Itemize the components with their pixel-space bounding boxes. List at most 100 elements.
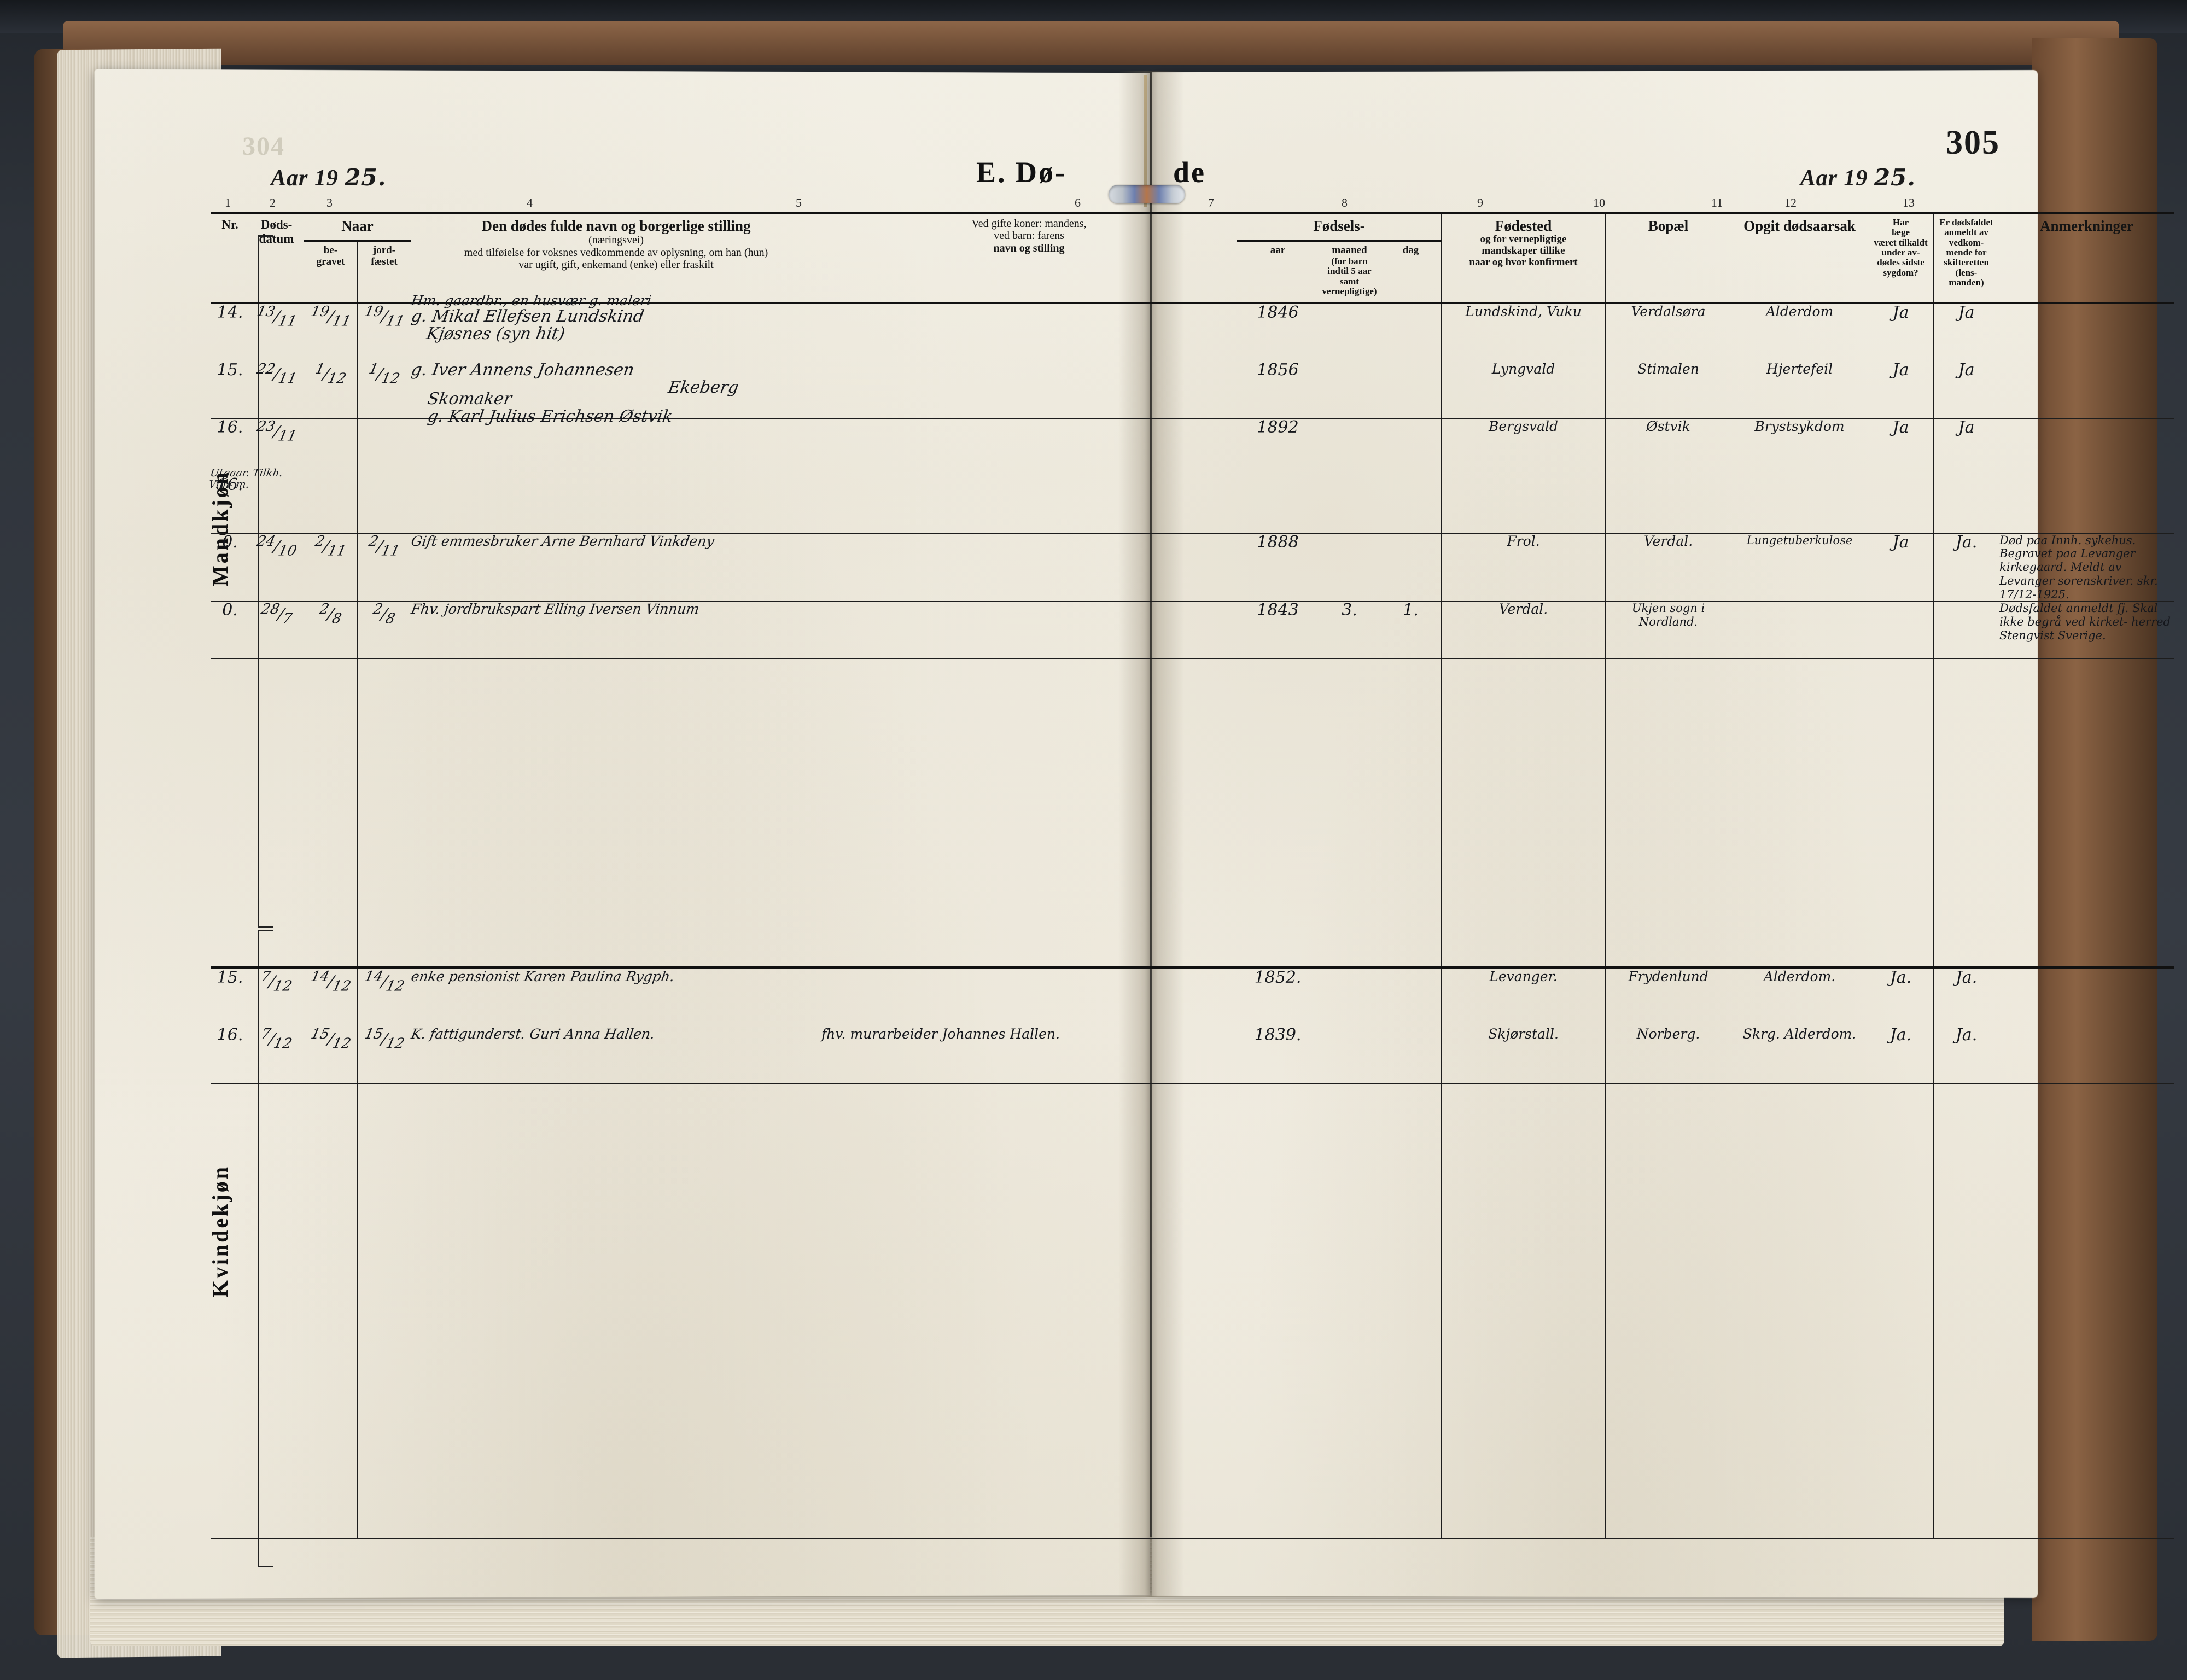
cell-skifteretten[interactable]: Ja. [1933, 533, 2000, 602]
cell-fodt-maaned[interactable] [1319, 1303, 1381, 1539]
cell-begravet[interactable] [304, 658, 358, 786]
cell-fodt-maaned[interactable] [1319, 475, 1381, 534]
cell-fodt-maaned[interactable] [1319, 658, 1381, 786]
cell-fodt-maaned[interactable] [1319, 785, 1381, 968]
cell-jordfaestet[interactable] [357, 785, 412, 968]
cell-anmerkninger[interactable] [1999, 360, 2175, 419]
cell-nr[interactable]: 15. [211, 966, 249, 1027]
cell-skifteretten[interactable] [1933, 601, 2000, 660]
cell-skifteretten[interactable]: Ja [1933, 418, 2000, 476]
cell-navn[interactable] [411, 475, 822, 534]
cell-fodt-maaned[interactable] [1319, 533, 1381, 602]
cell-begravet[interactable] [304, 418, 358, 476]
cell-anmerkninger[interactable]: Død paa Innh. sykehus. Begravet paa Leva… [1999, 533, 2175, 602]
cell-fodt-aar[interactable]: 1892 [1237, 418, 1320, 476]
cell-skifteretten[interactable]: Ja [1933, 360, 2000, 419]
cell-fodt-dag[interactable] [1380, 533, 1442, 602]
cell-nr[interactable] [211, 658, 249, 786]
cell-farens-navn[interactable] [821, 475, 1238, 534]
cell-jordfaestet[interactable] [357, 1303, 412, 1539]
cell-dodsdatum[interactable] [249, 658, 304, 786]
cell-bopael[interactable]: Verdalsøra [1605, 302, 1732, 361]
cell-fodested[interactable]: Verdal. [1441, 601, 1606, 660]
cell-dodsdatum[interactable] [249, 785, 304, 968]
cell-fodt-aar[interactable] [1237, 1303, 1320, 1539]
cell-fodt-maaned[interactable] [1319, 1026, 1381, 1084]
cell-bopael[interactable] [1605, 658, 1732, 786]
cell-fodt-maaned[interactable] [1319, 1083, 1381, 1304]
cell-anmerkninger[interactable] [1999, 966, 2175, 1027]
cell-laege[interactable]: Ja [1868, 360, 1934, 419]
cell-laege[interactable] [1868, 475, 1934, 534]
cell-navn[interactable]: Skomaker g. Karl Julius Erichsen Østvik [411, 389, 822, 476]
table-row[interactable]: 14. 13/11 19/11 19/11 Hm. gaardbr., en h… [211, 293, 2175, 361]
cell-fodt-aar[interactable]: 1856 [1237, 360, 1320, 419]
cell-anmerkninger[interactable]: Dødsfaldet anmeldt fj. Skal ikke begrå v… [1999, 601, 2175, 660]
cell-nr[interactable]: 16. [211, 475, 249, 534]
cell-jordfaestet[interactable]: 2/8 [357, 601, 412, 660]
table-row[interactable]: 0. 24/10 2/11 2/11 Gift emmesbruker Arne… [211, 533, 2175, 602]
cell-laege[interactable]: Ja [1868, 533, 1934, 602]
cell-fodt-aar[interactable]: 1843 [1237, 600, 1320, 660]
cell-bopael[interactable] [1605, 1303, 1732, 1539]
cell-fodested[interactable] [1441, 475, 1606, 534]
cell-jordfaestet[interactable]: 2/11 [357, 533, 412, 602]
cell-skifteretten[interactable] [1933, 1083, 2000, 1304]
cell-dodsdatum[interactable] [249, 1083, 304, 1304]
cell-fodested[interactable]: Frol. [1441, 533, 1606, 602]
cell-bopael[interactable]: Østvik [1605, 418, 1732, 476]
cell-dodsdatum[interactable] [249, 1303, 304, 1539]
cell-laege[interactable] [1868, 1303, 1934, 1539]
cell-navn[interactable]: Hm. gaardbr., en husvær g. maleri g. Mik… [410, 293, 822, 361]
cell-dodsaarsak[interactable]: Skrg. Alderdom. [1731, 1026, 1869, 1084]
cell-fodt-aar[interactable]: 1852. [1237, 966, 1320, 1027]
cell-nr[interactable] [211, 1303, 249, 1539]
cell-fodt-aar[interactable]: 1846 [1237, 302, 1320, 361]
cell-dodsaarsak[interactable]: Brystsykdom [1731, 418, 1869, 476]
cell-dodsdatum[interactable] [249, 475, 304, 534]
cell-farens-navn[interactable] [821, 302, 1238, 361]
cell-dodsaarsak[interactable]: Alderdom. [1731, 966, 1869, 1027]
cell-fodt-aar[interactable] [1237, 785, 1320, 968]
table-row[interactable]: 16. [211, 475, 2175, 534]
cell-jordfaestet[interactable]: 19/11 [357, 302, 412, 361]
cell-fodt-dag[interactable] [1380, 966, 1442, 1027]
cell-dodsaarsak[interactable] [1731, 1303, 1869, 1539]
cell-navn[interactable] [411, 1083, 822, 1304]
cell-jordfaestet[interactable] [357, 658, 412, 786]
cell-dodsdatum[interactable]: 7/12 [249, 1026, 304, 1084]
cell-dodsaarsak[interactable]: Alderdom [1731, 302, 1869, 361]
cell-fodt-dag[interactable]: 1. [1380, 600, 1442, 660]
cell-farens-navn[interactable] [821, 533, 1238, 602]
cell-fodt-dag[interactable] [1380, 360, 1442, 419]
cell-navn[interactable]: Gift emmesbruker Arne Bernhard Vinkdeny [410, 533, 822, 602]
cell-fodt-maaned[interactable]: 3. [1319, 600, 1381, 660]
cell-anmerkninger[interactable] [1999, 658, 2175, 786]
cell-fodested[interactable]: Bergsvald [1441, 418, 1606, 476]
table-row[interactable]: 16. 23/11 Skomaker g. Karl Julius Erichs… [211, 389, 2175, 476]
table-row[interactable]: 0. 28/7 2/8 2/8 Fhv. jordbrukspart Ellin… [211, 600, 2175, 660]
cell-dodsdatum[interactable]: 24/10 [249, 533, 304, 602]
cell-fodested[interactable] [1441, 1083, 1606, 1304]
cell-bopael[interactable]: Frydenlund [1605, 966, 1732, 1027]
cell-laege[interactable]: Ja [1868, 418, 1934, 476]
cell-begravet[interactable] [304, 785, 358, 968]
cell-navn[interactable]: K. fattigunderst. Guri Anna Hallen. [410, 1026, 822, 1084]
cell-bopael[interactable]: Ukjen sogn i Nordland. [1605, 601, 1732, 660]
cell-laege[interactable] [1868, 1083, 1934, 1304]
cell-jordfaestet[interactable]: 14/12 [357, 966, 412, 1027]
cell-navn[interactable]: enke pensionist Karen Paulina Rygph. [410, 966, 822, 1027]
cell-navn[interactable] [411, 1303, 822, 1539]
cell-fodt-aar[interactable] [1237, 475, 1320, 534]
cell-farens-navn[interactable]: fhv. murarbeider Johannes Hallen. [821, 1026, 1238, 1084]
cell-begravet[interactable] [304, 475, 358, 534]
cell-fodt-dag[interactable] [1380, 1026, 1442, 1084]
cell-navn[interactable] [411, 658, 822, 786]
cell-begravet[interactable] [304, 1083, 358, 1304]
cell-dodsaarsak[interactable]: Hjertefeil [1731, 360, 1869, 419]
cell-nr[interactable]: 15. [211, 360, 249, 419]
cell-skifteretten[interactable]: Ja. [1933, 1025, 2000, 1084]
cell-bopael[interactable]: Stimalen [1605, 360, 1732, 419]
cell-fodt-dag[interactable] [1380, 418, 1442, 476]
cell-fodested[interactable] [1441, 1303, 1606, 1539]
